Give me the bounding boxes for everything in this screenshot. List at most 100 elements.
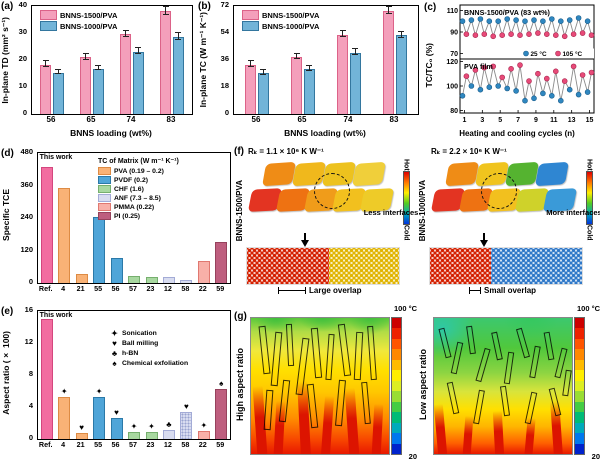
panel-d-legend: TC of Matrix (W m⁻¹ K⁻¹) PVA (0.19 – 0.2… (98, 157, 230, 221)
method-marker-icon: ♥ (79, 423, 84, 433)
panel-b-y-axis-label: In-plane TC (W m⁻¹ K⁻¹) (198, 12, 208, 108)
bar (257, 72, 269, 114)
error-bar (260, 68, 267, 75)
error-bar (175, 32, 182, 40)
method-marker-icon: ✦ (111, 329, 118, 338)
colorbar-segment (575, 433, 584, 444)
error-bar (122, 29, 129, 37)
y-tick-label: 0 (28, 277, 33, 286)
error-bar (82, 52, 89, 60)
x-tick-label: Ref. (38, 284, 53, 293)
colorbar-segment (392, 443, 401, 455)
bar (93, 217, 106, 283)
legend-row: PMMA (0.22) (98, 203, 230, 211)
y-tick-label: 0 (224, 108, 229, 117)
error-bar-line (165, 7, 167, 14)
x-tick-label: 65 (86, 115, 96, 124)
colorbar-segment (575, 349, 584, 360)
colorbar-segment (392, 391, 401, 402)
x-tick-label: 56 (251, 115, 261, 124)
panel-a: (a) In-plane TD (mm² s⁻¹) 0 10 20 30 40 56 65… (0, 0, 196, 145)
svg-text:9: 9 (534, 117, 538, 124)
legend-swatch (242, 21, 259, 31)
panel-g-right: Low aspect ratio 100 °C 20 (417, 303, 600, 461)
bar (180, 411, 193, 439)
panel-d: (d) Specific TCE This work 0 120 240 360 480… (0, 145, 234, 303)
colorbar-segment (575, 359, 584, 371)
interface-note: More interfaces (546, 208, 600, 217)
method-marker-icon: ✦ (60, 387, 68, 397)
legend-swatch (98, 203, 111, 211)
interface-note: Less interfaces (363, 208, 419, 217)
panel-d-y-ticks: 0 120 240 360 480 (14, 147, 35, 286)
x-tick-label: 58 (181, 440, 190, 449)
y-tick-label: 8 (28, 369, 33, 378)
legend-row: BNNS-1000/PVA (40, 21, 117, 31)
bnns-flake (352, 161, 386, 187)
svg-text:3: 3 (480, 117, 484, 124)
panel-c-x-axis-label: Heating and cooling cycles (n) (459, 129, 575, 138)
panel-a-y-axis-label: In-plane TD (mm² s⁻¹) (0, 16, 10, 104)
legend-swatch (40, 21, 57, 31)
colorbar-segment (575, 391, 584, 402)
method-marker-icon: ♣ (111, 349, 118, 358)
legend-label: Chemical exfoliation (122, 360, 189, 367)
x-tick-label: 74 (343, 115, 353, 124)
svg-text:120: 120 (446, 59, 458, 66)
bar (58, 188, 71, 283)
bnns-flake (535, 161, 569, 187)
panel-b-plot (233, 5, 419, 115)
panel-f-right: Rₖ = 2.2 × 10⁶ K W⁻¹ BNNS-1000/PVA Hot C… (417, 145, 600, 303)
y-tick-label: 0 (28, 433, 33, 442)
bar (180, 279, 193, 283)
panel-c-tag: (c) (424, 2, 437, 13)
x-tick-label: 59 (216, 284, 225, 293)
hot-cold-colorbar: Hot Cold (398, 159, 414, 241)
legend-label: h-BN (122, 350, 139, 357)
error-bar (247, 60, 254, 67)
x-tick-label: 22 (198, 284, 207, 293)
error-bar (55, 69, 62, 75)
temperature-colorbar (391, 317, 402, 455)
legend-label: PVDF (0.2) (114, 176, 148, 184)
error-bar (95, 65, 102, 71)
y-tick-label: 54 (220, 27, 229, 36)
panel-c-y-axis-label: TC/TC₀ (%) (424, 42, 434, 88)
bar (128, 276, 140, 283)
error-bar-line (85, 53, 87, 59)
x-tick-label: 58 (181, 284, 190, 293)
panel-c-cycles-plot: 70 90 110 BNNS-1500/PVA (83 wt%) 80 100 120 PVA… (446, 4, 595, 124)
legend-row: CHF (1.6) (98, 185, 230, 193)
error-bar-line (57, 70, 59, 74)
legend-swatch (98, 185, 111, 193)
x-tick-label: 4 (61, 440, 66, 449)
legend-swatch (98, 167, 111, 175)
panel-b-x-ticks: 56 65 74 83 (233, 115, 417, 124)
overlap-caption: Large overlap (278, 286, 361, 295)
bar (245, 64, 257, 114)
colorbar-segment (392, 370, 401, 381)
lattice-hot-region (430, 248, 491, 284)
panel-b-y-ticks: 0 18 36 54 72 (210, 0, 231, 117)
bar (162, 277, 175, 283)
lattice-cold-region (490, 248, 582, 284)
bar (58, 397, 71, 439)
bar (132, 51, 144, 114)
panel-f: (f) Rₖ = 1.1 × 10⁶ K W⁻¹ BNNS-1500/PVA H… (234, 145, 600, 303)
bar (145, 276, 158, 283)
x-tick-label: 22 (198, 440, 207, 449)
bar (75, 433, 88, 439)
y-tick-label: 10 (18, 81, 27, 90)
error-bar (306, 65, 313, 71)
bar (120, 34, 132, 114)
flake-stack-illustration (247, 161, 395, 231)
bar (128, 431, 140, 439)
x-tick-label: Ref. (38, 440, 53, 449)
flake-stack-illustration (430, 161, 578, 231)
aspect-ratio-label: Low aspect ratio (418, 349, 428, 421)
this-work-annotation: This work (39, 312, 73, 319)
error-bar-line (250, 61, 252, 66)
legend-swatch (242, 10, 259, 20)
panel-f-tag: (f) (234, 146, 244, 157)
y-tick-label: 240 (20, 212, 33, 221)
